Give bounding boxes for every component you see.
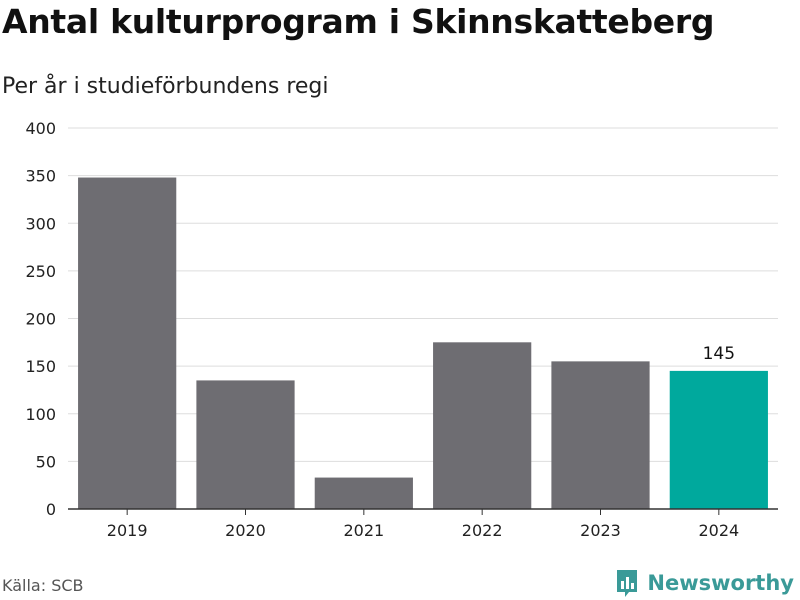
- newsworthy-icon: [617, 570, 638, 597]
- x-tick-label: 2023: [580, 521, 621, 540]
- bar: [551, 361, 650, 509]
- brand-logo: Newsworthy: [615, 568, 794, 598]
- y-tick-label: 0: [46, 500, 56, 519]
- x-tick-label: 2022: [462, 521, 503, 540]
- y-tick-label: 350: [25, 167, 56, 186]
- chart-subtitle: Per år i studieförbundens regi: [2, 74, 329, 99]
- bar: [669, 370, 768, 509]
- source-note: Källa: SCB: [2, 576, 84, 595]
- brand-name: Newsworthy: [647, 571, 794, 595]
- bar: [314, 477, 413, 509]
- x-tick-label: 2019: [107, 521, 148, 540]
- bar: [196, 380, 295, 509]
- y-tick-label: 150: [25, 357, 56, 376]
- y-tick-label: 100: [25, 405, 56, 424]
- y-tick-label: 400: [25, 119, 56, 138]
- x-tick-label: 2024: [698, 521, 739, 540]
- y-tick-label: 200: [25, 310, 56, 329]
- bar: [78, 177, 177, 509]
- y-tick-label: 300: [25, 214, 56, 233]
- y-tick-label: 50: [36, 452, 56, 471]
- chart-title: Antal kulturprogram i Skinnskatteberg: [2, 2, 715, 41]
- data-label: 145: [703, 344, 735, 364]
- bar: [433, 342, 532, 509]
- y-tick-label: 250: [25, 262, 56, 281]
- x-tick-label: 2021: [343, 521, 384, 540]
- x-tick-label: 2020: [225, 521, 266, 540]
